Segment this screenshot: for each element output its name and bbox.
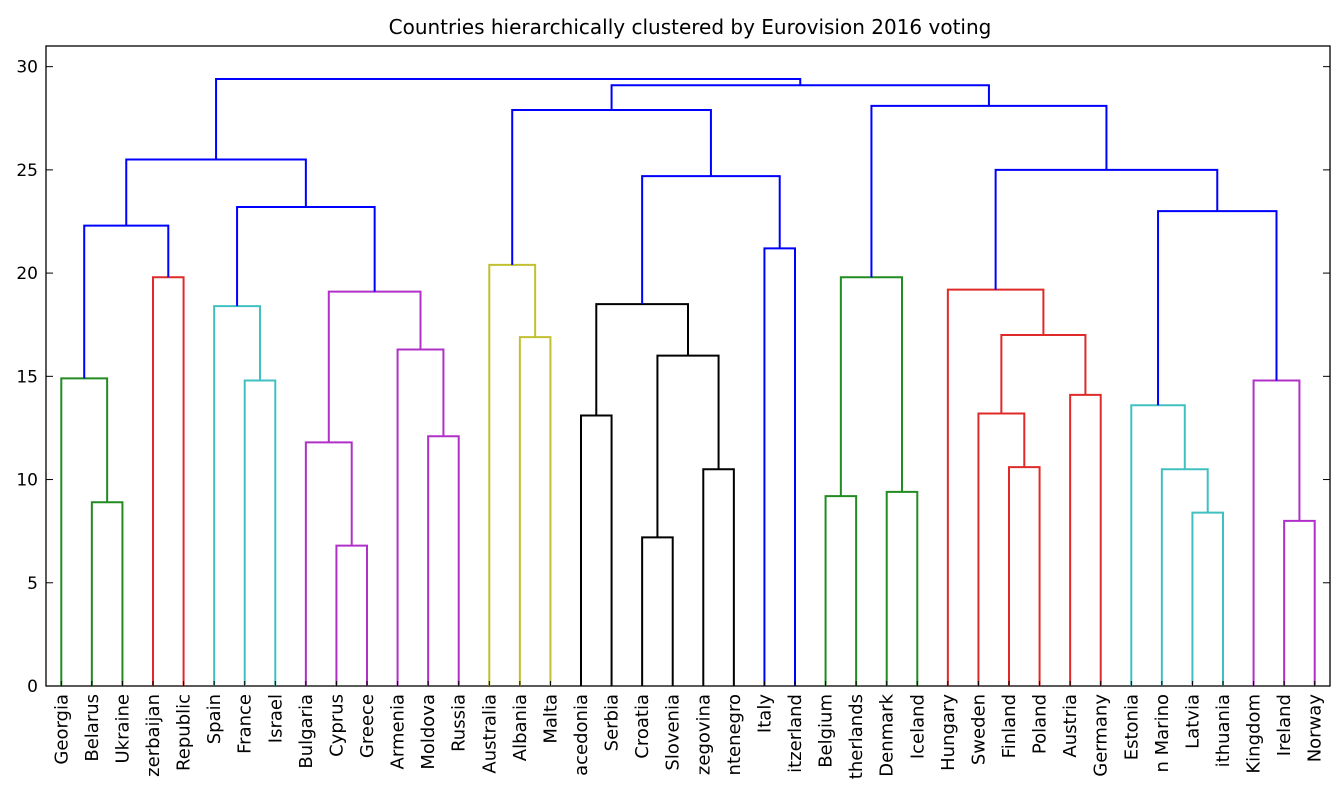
- leaf-label: ntenegro: [724, 694, 745, 775]
- leaf-label: Republic: [174, 694, 195, 771]
- leaf-label: Australia: [479, 694, 500, 774]
- leaf-label: Italy: [754, 694, 775, 733]
- dendrogram-link: [152, 276, 185, 686]
- dendrogram-link: [125, 158, 307, 226]
- dendrogram-link: [327, 290, 422, 443]
- dendrogram-link: [1130, 404, 1186, 686]
- dendrogram-link: [839, 276, 903, 497]
- y-tick-label: 5: [27, 574, 38, 594]
- y-tick-label: 20: [16, 264, 38, 284]
- leaf-label: Poland: [1030, 694, 1051, 754]
- leaf-label: Hungary: [938, 694, 959, 771]
- leaf-label: Russia: [449, 694, 470, 752]
- leaf-label: Bulgaria: [296, 694, 317, 769]
- leaf-label: Denmark: [877, 693, 898, 776]
- leaf-label: Malta: [540, 694, 561, 744]
- dendrogram-links: [60, 78, 1316, 686]
- dendrogram-link: [83, 224, 170, 379]
- dendrogram-link: [518, 336, 552, 686]
- leaf-label: Iceland: [907, 694, 928, 759]
- dendrogram-link: [1160, 468, 1209, 686]
- dendrogram-link: [1069, 393, 1102, 686]
- leaf-label: Ireland: [1274, 694, 1295, 756]
- leaf-label: Austria: [1060, 694, 1081, 758]
- x-axis-leaf-labels: Georgia Belarus Ukraine zerbaijan Republic Sp…: [51, 681, 1326, 779]
- dendrogram-link: [243, 379, 277, 686]
- leaf-label: therlands: [846, 694, 867, 779]
- leaf-label: Sweden: [968, 694, 989, 765]
- dendrogram-link: [60, 377, 109, 686]
- dendrogram-link: [215, 78, 802, 160]
- leaf-label: France: [235, 694, 256, 754]
- dendrogram-link: [335, 544, 368, 686]
- leaf-label: Norway: [1305, 694, 1326, 763]
- dendrogram-link: [885, 490, 919, 686]
- leaf-label: Georgia: [51, 694, 72, 765]
- plot-frame: [45, 45, 1331, 687]
- dendrogram-link: [994, 168, 1219, 290]
- dendrogram-link: [1283, 519, 1316, 686]
- dendrogram-link: [90, 501, 124, 686]
- leaf-label: Belarus: [82, 694, 103, 762]
- leaf-label: Israel: [265, 694, 286, 743]
- leaf-label: zerbaijan: [143, 694, 164, 777]
- dendrogram-link: [1000, 334, 1087, 414]
- dendrogram-link: [946, 288, 1045, 686]
- y-tick-label: 15: [16, 367, 38, 387]
- leaf-label: Ukraine: [112, 694, 133, 764]
- leaf-label: Spain: [204, 694, 225, 744]
- leaf-label: Albania: [510, 694, 531, 761]
- leaf-label: Estonia: [1121, 694, 1142, 760]
- leaf-label: acedonia: [571, 694, 592, 776]
- y-tick-label: 0: [27, 677, 38, 697]
- leaf-label: Germany: [1091, 694, 1112, 777]
- leaf-label: Latvia: [1182, 694, 1203, 749]
- dendrogram-link: [870, 104, 1108, 278]
- leaf-label: Slovenia: [663, 694, 684, 771]
- dendrogram-link: [595, 303, 689, 416]
- dendrogram-link: [427, 435, 460, 686]
- y-axis: 0 5 10 15 20 25 30: [16, 58, 1330, 697]
- dendrogram-link: [1157, 210, 1278, 406]
- leaf-label: n Marino: [1152, 694, 1173, 773]
- dendrogram-link: [641, 536, 674, 686]
- dendrogram-link: [396, 348, 445, 686]
- dendrogram-link: [213, 305, 261, 686]
- leaf-label: Cyprus: [326, 694, 347, 757]
- leaf-label: itzerland: [785, 694, 806, 773]
- dendrogram-link: [824, 495, 858, 686]
- leaf-label: Finland: [999, 694, 1020, 758]
- leaf-label: zegovina: [693, 694, 714, 775]
- y-tick-label: 30: [16, 58, 38, 78]
- leaf-label: Armenia: [388, 694, 409, 769]
- dendrogram-link: [641, 175, 781, 305]
- leaf-label: ithuania: [1213, 694, 1234, 767]
- dendrogram-link: [1191, 511, 1224, 686]
- leaf-label: Croatia: [632, 694, 653, 759]
- leaf-label: Kingdom: [1244, 694, 1265, 774]
- leaf-label: Greece: [357, 694, 378, 758]
- dendrogram-link: [488, 263, 537, 686]
- y-tick-label: 25: [16, 161, 38, 181]
- dendrogram-link: [656, 354, 720, 538]
- dendrogram-link: [1252, 379, 1301, 686]
- dendrogram-link: [1008, 466, 1041, 686]
- leaf-label: Moldova: [418, 694, 439, 770]
- chart-title: Countries hierarchically clustered by Eu…: [389, 15, 992, 39]
- leaf-label: Belgium: [816, 694, 837, 768]
- dendrogram-link: [580, 414, 613, 686]
- y-tick-label: 10: [16, 471, 38, 491]
- dendrogram-link: [977, 412, 1026, 686]
- leaf-label: Serbia: [602, 694, 623, 751]
- dendrogram-link: [763, 247, 796, 686]
- dendrogram-link: [304, 441, 353, 686]
- dendrogram-link: [511, 109, 712, 265]
- dendrogram-link: [702, 468, 735, 686]
